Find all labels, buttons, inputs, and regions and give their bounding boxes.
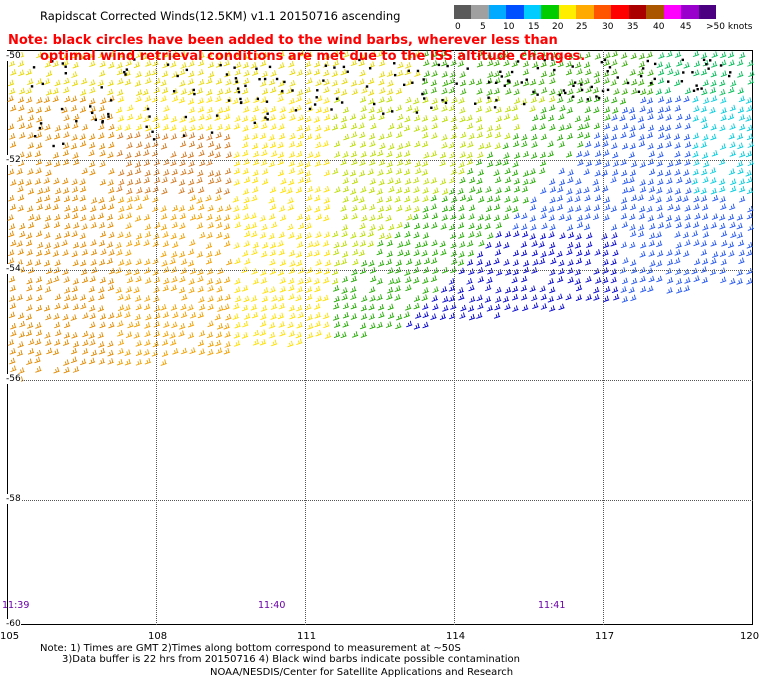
- colorbar-label: 35: [627, 22, 639, 32]
- colorbar-swatch: [471, 5, 489, 19]
- wind-barbs: [7, 50, 755, 384]
- footer-credit: NOAA/NESDIS/Center for Satellite Applica…: [210, 667, 514, 678]
- grid-parallel: [7, 270, 753, 271]
- lon-label: 108: [148, 631, 168, 642]
- colorbar-label: 30: [602, 22, 614, 32]
- grid-parallel: [7, 500, 753, 501]
- colorbar-label: 15: [528, 22, 540, 32]
- colorbar-label: 10: [503, 22, 515, 32]
- lon-label: 120: [740, 631, 760, 642]
- lon-label: 117: [595, 631, 615, 642]
- speed-colorbar: [454, 5, 717, 19]
- lat-label: -56: [6, 374, 21, 384]
- time-label: 11:41: [538, 600, 566, 611]
- colorbar-label: 40: [653, 22, 665, 32]
- lat-label: -50: [6, 51, 21, 61]
- colorbar-swatch: [681, 5, 699, 19]
- colorbar-swatch: [454, 5, 472, 19]
- colorbar-swatch: [576, 5, 594, 19]
- grid-meridian: [156, 50, 157, 625]
- colorbar-swatch: [506, 5, 524, 19]
- note-line-2: optimal wind retrieval conditions are me…: [40, 49, 586, 64]
- colorbar-label: 0: [455, 22, 461, 32]
- grid-meridian: [603, 50, 604, 625]
- footer-note-2: 3)Data buffer is 22 hrs from 20150716 4)…: [62, 654, 520, 665]
- lon-label: 114: [446, 631, 466, 642]
- colorbar-swatch: [628, 5, 647, 19]
- grid-parallel: [7, 380, 753, 381]
- lon-label: 105: [0, 631, 20, 642]
- colorbar-swatch: [488, 5, 507, 19]
- time-label: 11:39: [2, 600, 30, 611]
- lat-label: -60: [6, 619, 21, 629]
- lat-label: -54: [6, 264, 21, 274]
- map-frame: [7, 50, 753, 625]
- colorbar-label: >50 knots: [706, 22, 753, 32]
- colorbar-swatch: [558, 5, 577, 19]
- colorbar-label: 20: [552, 22, 564, 32]
- colorbar-swatch: [698, 5, 717, 19]
- colorbar-label: 5: [480, 22, 486, 32]
- grid-parallel: [7, 160, 753, 161]
- lon-label: 111: [297, 631, 317, 642]
- colorbar-label: 45: [680, 22, 692, 32]
- map-title: Rapidscat Corrected Winds(12.5KM) v1.1 2…: [40, 9, 401, 23]
- lat-label: -52: [6, 155, 21, 165]
- grid-meridian: [454, 50, 455, 625]
- colorbar-swatch: [611, 5, 629, 19]
- lat-label: -58: [6, 494, 21, 504]
- colorbar-swatch: [593, 5, 612, 19]
- colorbar-swatch: [663, 5, 682, 19]
- colorbar-label: 25: [576, 22, 588, 32]
- colorbar-swatch: [523, 5, 542, 19]
- colorbar-swatch: [646, 5, 664, 19]
- note-line-1: Note: black circles have been added to t…: [8, 33, 558, 48]
- colorbar-swatch: [541, 5, 559, 19]
- grid-meridian: [305, 50, 306, 625]
- footer-note-1: Note: 1) Times are GMT 2)Times along bot…: [40, 643, 461, 654]
- time-label: 11:40: [258, 600, 286, 611]
